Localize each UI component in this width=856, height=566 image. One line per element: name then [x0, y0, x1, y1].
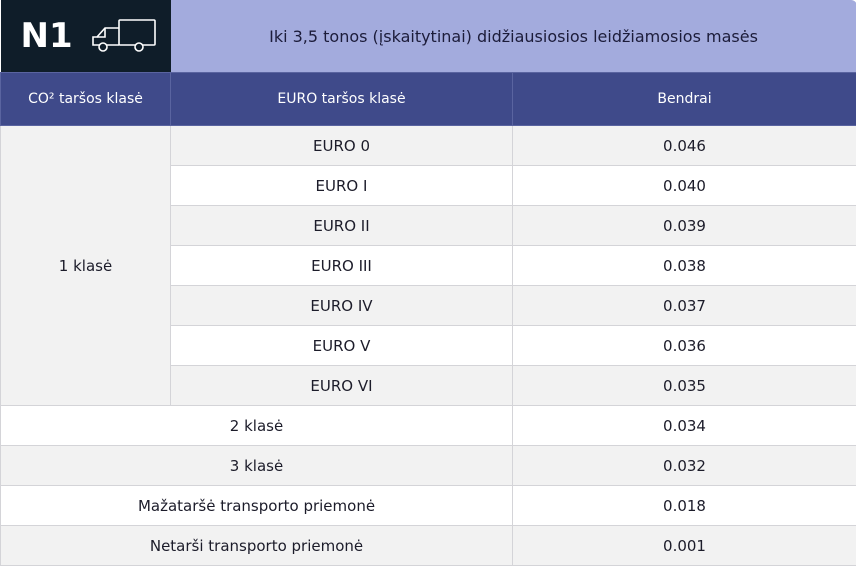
value: 0.039 [511, 205, 856, 246]
group-label: 1 klasė [0, 125, 171, 406]
value: 0.038 [511, 245, 856, 286]
class-label: Mažataršė transporto priemonė [0, 485, 513, 526]
value: 0.032 [511, 445, 856, 486]
value: 0.035 [511, 365, 856, 406]
truck-icon [91, 19, 156, 52]
badge: N1 [20, 16, 73, 56]
column-header: Bendrai [511, 72, 856, 126]
euro-class: EURO I [170, 165, 513, 206]
value: 0.037 [511, 285, 856, 326]
value: 0.040 [511, 165, 856, 206]
column-header: CO² taršos klasė [0, 72, 171, 126]
class-label: Netarši transporto priemonė [0, 525, 513, 566]
euro-class: EURO 0 [170, 125, 513, 166]
euro-class: EURO III [170, 245, 513, 286]
value: 0.036 [511, 325, 856, 366]
value: 0.046 [511, 125, 856, 166]
column-header: EURO taršos klasė [170, 72, 513, 126]
value: 0.001 [511, 525, 856, 566]
euro-class: EURO IV [170, 285, 513, 326]
euro-class: EURO II [170, 205, 513, 246]
title: Iki 3,5 tonos (įskaitytinai) didžiausios… [170, 0, 856, 73]
value: 0.018 [511, 485, 856, 526]
euro-class: EURO VI [170, 365, 513, 406]
badge-cell: N1 [0, 0, 171, 73]
euro-class: EURO V [170, 325, 513, 366]
value: 0.034 [511, 405, 856, 446]
class-label: 2 klasė [0, 405, 513, 446]
class-label: 3 klasė [0, 445, 513, 486]
